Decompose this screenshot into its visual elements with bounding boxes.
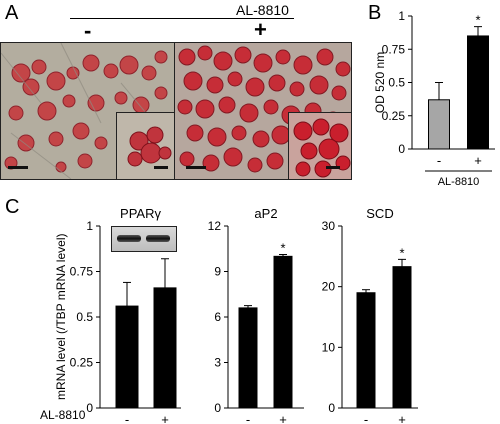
scale-bar-control [8, 166, 28, 169]
chart-scd-ytick-label-1: 10 [322, 340, 336, 354]
chart-pparg-title: PPARγ [120, 206, 161, 221]
chart-ap2-category-1: + [279, 412, 287, 424]
panel-letter-a: A [5, 2, 19, 24]
inset-control [116, 112, 176, 180]
chart-scd-ytick-label-0: 0 [328, 401, 335, 415]
scale-bar-control-inset [154, 166, 168, 169]
chart-ap2-significance-1: * [280, 241, 285, 256]
chart-pparg-ytick-label-4: 1 [86, 219, 93, 233]
treatment-label: AL-8810 [236, 2, 289, 18]
chart-b-ylabel: OD 520 nm [373, 52, 387, 113]
western-blot-band-control [117, 235, 141, 242]
western-blot-inset [111, 226, 177, 252]
micrograph-treated-image [175, 43, 351, 179]
chart-b-xgroup-label: AL-8810 [438, 176, 480, 188]
chart-scd-category-1: + [398, 412, 406, 424]
chart-scd-ytick-label-3: 30 [322, 219, 336, 233]
chart-ap2-ytick-label-2: 6 [214, 310, 221, 324]
chart-ap2-ytick-label-1: 3 [214, 356, 221, 370]
chart-scd-category-0: - [364, 412, 368, 424]
chart-pparg-category-1: + [161, 412, 169, 424]
chart-b-ytick-label-3: 0.75 [382, 42, 406, 56]
chart-ap2: 0 3 6 9 12 - * + aP2 [208, 206, 304, 424]
chart-scd: 0 10 20 30 - * + SCD [322, 206, 418, 424]
western-blot-band-treated [146, 235, 170, 242]
panel-c-ylabel-text: mRNA level (/TBP mRNA level) [54, 234, 68, 400]
chart-ap2-ytick-label-0: 0 [214, 401, 221, 415]
chart-scd-significance-1: * [399, 245, 404, 260]
chart-b-category-0: - [437, 153, 441, 168]
chart-scd-title: SCD [366, 206, 393, 221]
chart-b-ytick-label-2: 0.5 [388, 76, 405, 90]
panel-letter-c: C [5, 196, 20, 218]
chart-scd-bar-1 [392, 266, 412, 409]
inset-treated [288, 112, 352, 180]
treatment-line [70, 18, 294, 19]
chart-b-bar-0 [428, 99, 450, 150]
chart-pparg-ytick-label-0: 0 [86, 401, 93, 415]
chart-pparg-bar-0 [115, 305, 139, 409]
chart-b-ytick-label-1: 0.25 [382, 109, 406, 123]
chart-ap2-bar-0 [238, 307, 258, 409]
plus-sign: + [254, 17, 267, 42]
inset-control-image [117, 113, 175, 179]
micrograph-treated [174, 42, 352, 180]
chart-ap2-ytick-label-4: 12 [208, 219, 222, 233]
chart-b-ytick-label-4: 1 [398, 9, 405, 23]
panel-c-ylabel: mRNA level (/TBP mRNA level) [54, 234, 68, 400]
chart-panel-b: 0 0.25 0.5 0.75 1 - * + OD 520 nm AL-8810 [373, 9, 495, 188]
chart-pparg-bar-1 [153, 287, 177, 409]
micrograph-control-image [1, 43, 175, 179]
chart-pparg-ytick-label-1: 0.25 [70, 356, 94, 370]
chart-b-bar-1 [467, 35, 489, 150]
scale-bar-treated-inset [326, 166, 340, 169]
panel-letter-b: B [368, 2, 382, 24]
chart-ap2-ytick-label-3: 9 [214, 265, 221, 279]
chart-pparg: 0 0.25 0.5 0.75 1 - + PPARγ [70, 206, 181, 424]
minus-sign: - [84, 18, 92, 43]
chart-ap2-title: aP2 [254, 206, 277, 221]
scale-bar-treated [186, 166, 206, 169]
chart-b-category-1: + [474, 153, 482, 168]
panel-c-row-label: AL-8810 [40, 408, 86, 422]
chart-ap2-bar-1 [273, 255, 293, 409]
chart-pparg-ytick-label-2: 0.5 [76, 310, 93, 324]
chart-b-significance-1: * [475, 13, 480, 28]
chart-b-ytick-label-0: 0 [398, 142, 405, 156]
inset-treated-image [289, 113, 351, 179]
chart-scd-bar-0 [356, 292, 376, 409]
chart-ap2-category-0: - [246, 412, 250, 424]
chart-pparg-ytick-label-3: 0.75 [70, 265, 94, 279]
chart-scd-ytick-label-2: 20 [322, 280, 336, 294]
chart-pparg-category-0: - [125, 412, 129, 424]
